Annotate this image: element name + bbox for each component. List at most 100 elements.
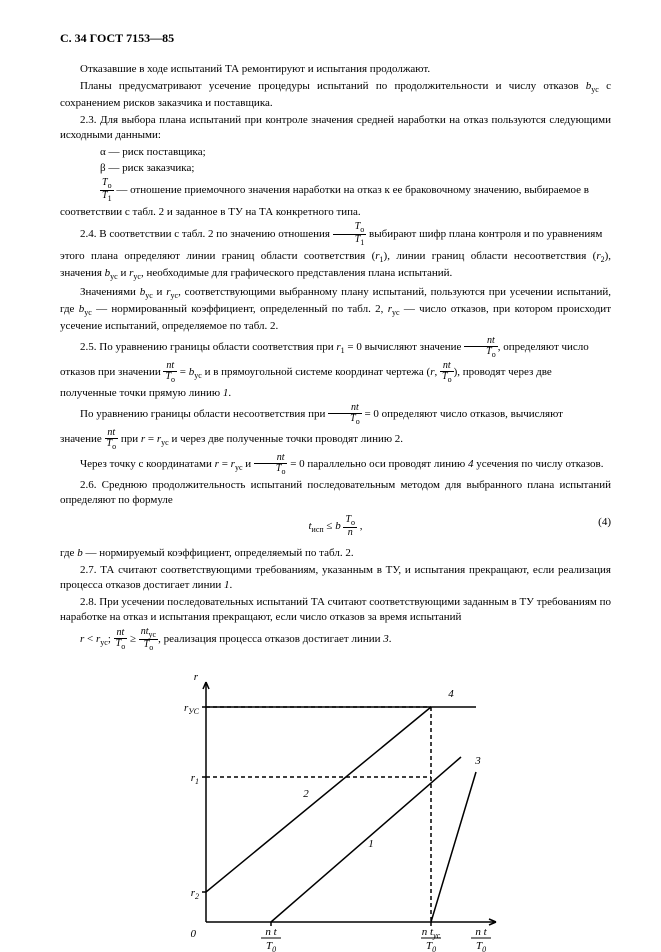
sub: ус bbox=[161, 438, 169, 447]
num: nt bbox=[166, 360, 174, 371]
num: nt bbox=[487, 335, 495, 346]
para-18: где b — нормируемый коэффициент, определ… bbox=[60, 546, 611, 561]
text: отказов при значении bbox=[60, 366, 163, 378]
num: nt bbox=[351, 402, 359, 413]
para-16: Через точку с координатами r = rус и nt … bbox=[60, 453, 611, 476]
sub: о bbox=[171, 375, 175, 384]
para-4: α — риск поставщика; bbox=[100, 145, 611, 160]
text: = bbox=[145, 433, 157, 445]
num: nt bbox=[141, 626, 149, 637]
text: выбирают шифр плана контроля и по уравне… bbox=[369, 228, 602, 240]
svg-text:3: 3 bbox=[474, 755, 481, 767]
para-20: 2.8. При усечении последовательных испыт… bbox=[60, 595, 611, 625]
text: По уравнению границы области несоответст… bbox=[80, 408, 328, 420]
sub: ус bbox=[133, 272, 141, 281]
text: — нормированный коэффициент, определенны… bbox=[92, 303, 388, 315]
text: этого плана определяют линии границ обла… bbox=[60, 250, 375, 262]
fraction: nt Tо bbox=[464, 336, 498, 359]
eq-b: b bbox=[335, 520, 343, 532]
text: . bbox=[228, 387, 231, 399]
plan-chart: r0rУСr1r2n tT0n tусT0n tT01234 bbox=[156, 662, 516, 952]
fraction: nt Tо bbox=[440, 361, 454, 384]
para-21: r < rус; nt Tо ≥ ntус Tо , реализация пр… bbox=[80, 627, 611, 652]
sub: о bbox=[108, 181, 112, 190]
fraction: ntус Tо bbox=[139, 627, 158, 652]
text: и через две полученные точки проводят ли… bbox=[169, 433, 403, 445]
fraction: nt Tо bbox=[105, 428, 119, 451]
text: усечения по числу отказов. bbox=[473, 458, 603, 470]
text: — отношение приемочного значения наработ… bbox=[116, 184, 589, 196]
text: = bbox=[219, 458, 231, 470]
text: ≥ bbox=[127, 633, 139, 645]
text: < bbox=[84, 633, 96, 645]
text: — нормируемый коэффициент, определяемый … bbox=[83, 547, 354, 559]
para-11: 2.5. По уравнению границы области соотве… bbox=[60, 336, 611, 359]
num: nt bbox=[117, 627, 125, 638]
sub: ус bbox=[194, 371, 202, 380]
text: , необходимые для графического представл… bbox=[141, 267, 452, 279]
para-19: 2.7. ТА считают соответствующими требова… bbox=[60, 563, 611, 593]
fraction: nt Tо bbox=[328, 403, 362, 426]
den: n bbox=[348, 527, 353, 538]
text: . bbox=[389, 633, 392, 645]
sub: о bbox=[448, 375, 452, 384]
svg-text:2: 2 bbox=[303, 788, 309, 800]
para-8: 2.4. В соответствии с табл. 2 по значени… bbox=[60, 222, 611, 247]
para-13: полученные точки прямую линию 1. bbox=[60, 386, 611, 401]
fraction: nt Tо bbox=[254, 453, 288, 476]
para-14: По уравнению границы области несоответст… bbox=[60, 403, 611, 426]
para-9: этого плана определяют линии границ обла… bbox=[60, 249, 611, 283]
sub: о bbox=[360, 225, 364, 234]
sub: о bbox=[121, 642, 125, 651]
sub: о bbox=[351, 518, 355, 527]
text: и bbox=[118, 267, 129, 279]
text: 2.4. В соответствии с табл. 2 по значени… bbox=[80, 228, 333, 240]
page-header: С. 34 ГОСТ 7153—85 bbox=[60, 30, 611, 46]
svg-text:r1: r1 bbox=[190, 772, 198, 786]
sub: ус bbox=[149, 630, 157, 639]
svg-text:r: r bbox=[193, 671, 198, 683]
sub: исп bbox=[312, 526, 324, 535]
text: Через точку с координатами bbox=[80, 458, 215, 470]
fraction: Tо T1 bbox=[100, 178, 114, 203]
text: = 0 вычисляют значение bbox=[345, 341, 465, 353]
para-10: Значениями bус и rус, соответствующими в… bbox=[60, 285, 611, 334]
svg-text:4: 4 bbox=[448, 688, 454, 700]
sub: ус bbox=[100, 638, 108, 647]
sub: 1 bbox=[360, 238, 364, 247]
equation-4: tисп ≤ b Tо n , (4) bbox=[60, 515, 611, 538]
para-1: Отказавшие в ходе испытаний ТА ремонтиру… bbox=[60, 62, 611, 77]
text: , bbox=[357, 520, 363, 532]
text: = 0 параллельно оси проводят линию bbox=[287, 458, 468, 470]
text: = 0 определяют число отказов, вычисляют bbox=[362, 408, 563, 420]
fraction: Tо T1 bbox=[333, 222, 367, 247]
para-15: значение nt Tо при r = rус и через две п… bbox=[60, 428, 611, 451]
sub: ус bbox=[171, 291, 179, 300]
text: где bbox=[60, 547, 77, 559]
para-7: соответствии с табл. 2 и заданное в ТУ н… bbox=[60, 205, 611, 220]
svg-text:r2: r2 bbox=[190, 887, 198, 901]
svg-text:T0: T0 bbox=[265, 940, 275, 952]
sub: о bbox=[356, 417, 360, 426]
para-2: Планы предусматривают усечение процедуры… bbox=[60, 79, 611, 111]
sub: о bbox=[112, 442, 116, 451]
sub: ус bbox=[591, 85, 599, 94]
text: и bbox=[243, 458, 254, 470]
sub: ус bbox=[110, 272, 118, 281]
text: = bbox=[177, 366, 189, 378]
para-12: отказов при значении nt Tо = bус и в пря… bbox=[60, 361, 611, 384]
eq-op: ≤ bbox=[324, 520, 336, 532]
svg-text:rУС: rУС bbox=[184, 702, 200, 716]
sub: ус bbox=[235, 463, 243, 472]
num: nt bbox=[443, 360, 451, 371]
text: 2.5. По уравнению границы области соотве… bbox=[80, 341, 336, 353]
sub: о bbox=[281, 467, 285, 476]
sub: ус bbox=[145, 291, 153, 300]
text: и bbox=[153, 286, 166, 298]
fraction: nt Tо bbox=[114, 628, 128, 651]
text: , реализация процесса отказов достигает … bbox=[158, 633, 383, 645]
text: Значениями bbox=[80, 286, 140, 298]
sub: о bbox=[492, 350, 496, 359]
equation-tag: (4) bbox=[598, 515, 611, 530]
para-17: 2.6. Среднюю продолжительность испытаний… bbox=[60, 478, 611, 508]
